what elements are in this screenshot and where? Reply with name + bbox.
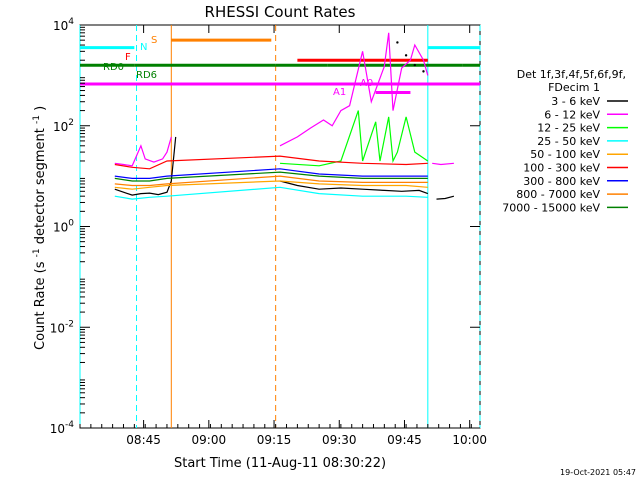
x-tick-label-5: 10:00: [452, 433, 487, 447]
series-8-segment-0: [114, 171, 428, 182]
flag-label-a0: A0: [360, 78, 373, 89]
series-3-segment-0: [114, 186, 428, 200]
footer-timestamp: 19-Oct-2021 05:47: [560, 468, 636, 477]
legend-label-4: 50 - 100 keV: [530, 148, 600, 161]
legend-label-7: 800 - 7000 keV: [516, 188, 600, 201]
legend: Det 1f,3f,4f,5f,6f,9f, FDecim 1 3 - 6 ke…: [502, 68, 628, 214]
series-4-segment-0: [114, 180, 428, 190]
series-0-segment-1: [279, 180, 429, 195]
legend-label-0: 3 - 6 keV: [551, 95, 600, 108]
legend-header-2: FDecim 1: [548, 81, 600, 94]
flag-label-n: N: [140, 42, 147, 53]
series-0-peak-2: [413, 63, 416, 67]
flag-label-rd6: RD6: [136, 70, 157, 81]
y-tick-label-0: 104: [53, 17, 74, 33]
flag-label-s: S: [151, 35, 157, 46]
x-tick-label-4: 09:45: [387, 433, 422, 447]
y-axis-label-sup2: -1: [32, 115, 42, 124]
series-0-peak-0: [396, 41, 399, 44]
legend-label-3: 25 - 50 keV: [537, 135, 600, 148]
x-tick-label-1: 09:00: [192, 433, 227, 447]
legend-label-2: 12 - 25 keV: [537, 122, 600, 135]
flag-label-f: F: [125, 52, 131, 63]
plot-frame: [79, 24, 481, 429]
series-6-segment-0: [114, 168, 428, 179]
legend-header-1: Det 1f,3f,4f,5f,6f,9f,: [517, 68, 626, 81]
y-axis-label-part3: ): [33, 106, 48, 111]
series-2-segment-0: [279, 110, 429, 167]
x-axis-label: Start Time (11-Aug-11 08:30:22): [174, 456, 386, 471]
series-5-segment-0: [114, 155, 428, 170]
series-1-segment-0: [114, 136, 172, 167]
x-axis-ticks: 08:45 09:00 09:15 09:30 09:45 10:00: [79, 25, 487, 447]
series-0-segment-2: [436, 195, 455, 200]
x-tick-label-0: 08:45: [126, 433, 161, 447]
y-tick-label-4: 10-4: [50, 420, 75, 436]
y-axis-label: Count Rate (s -1 detector segment -1 ): [28, 106, 48, 350]
y-axis-ticks: 104 102 100 10-2 10-4: [50, 17, 480, 436]
series-1-segment-2: [432, 162, 454, 166]
y-tick-label-2: 100: [53, 219, 74, 235]
series-0-segment-0: [114, 136, 177, 196]
legend-label-6: 300 - 800 keV: [523, 175, 600, 188]
chart-title: RHESSI Count Rates: [205, 3, 356, 21]
legend-label-8: 7000 - 15000 keV: [502, 201, 600, 214]
y-axis-label-part2: detector segment: [33, 128, 48, 244]
series-7-segment-0: [114, 175, 428, 187]
flag-label-a1: A1: [333, 87, 346, 98]
legend-label-1: 6 - 12 keV: [544, 108, 600, 121]
x-tick-label-2: 09:15: [257, 433, 292, 447]
y-axis-label-part1: Count Rate (s: [33, 261, 48, 350]
legend-label-5: 100 - 300 keV: [523, 162, 600, 175]
x-tick-label-3: 09:30: [322, 433, 357, 447]
y-tick-label-1: 102: [53, 118, 74, 134]
series-1-segment-1: [279, 32, 429, 147]
y-tick-label-3: 10-2: [50, 319, 74, 335]
flag-label-rd0: RD0: [103, 62, 124, 73]
y-axis-label-sup1: -1: [32, 248, 42, 257]
series-0-peak-3: [422, 70, 425, 73]
series-0-peak-1: [404, 54, 408, 57]
